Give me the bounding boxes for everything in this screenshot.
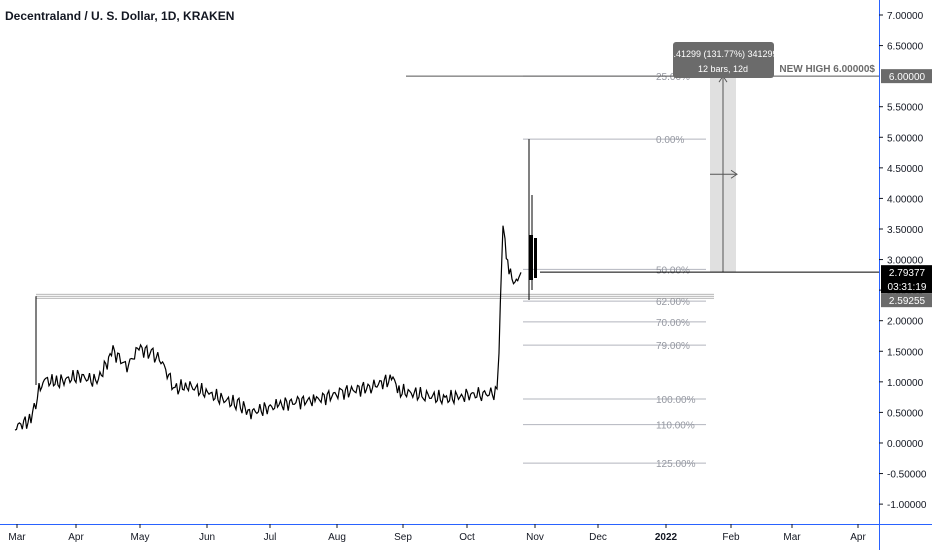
price-tick-label: 7.00000 <box>887 11 924 22</box>
support-price-badge <box>881 293 932 308</box>
price-tick-label: 6.50000 <box>887 42 924 53</box>
chart-title: Decentraland / U. S. Dollar, 1D, KRAKEN <box>5 9 235 23</box>
time-tick-label: May <box>131 532 150 543</box>
time-tick-label: Sep <box>394 532 412 543</box>
target-annotation: NEW HIGH 6.00000$ <box>779 64 875 75</box>
time-tick-label: Jul <box>264 532 277 543</box>
price-series[interactable] <box>14 225 522 431</box>
price-candle <box>529 235 533 280</box>
measure-tooltip-line1: 3.41299 (131.77%) 341299 <box>668 49 777 59</box>
time-tick-label: Oct <box>459 532 475 543</box>
fib-level-label: 110.00% <box>656 421 695 432</box>
time-tick-label: Apr <box>68 532 84 543</box>
fib-level-label: 70.00% <box>656 318 690 329</box>
fib-level-label: 25.00% <box>656 72 690 83</box>
time-tick-label: 2022 <box>655 532 678 543</box>
price-tick-label: -1.00000 <box>887 500 927 511</box>
support-price-badge-label: 2.59255 <box>889 296 926 307</box>
price-tick-label: 4.00000 <box>887 194 924 205</box>
time-tick-label: Mar <box>8 532 26 543</box>
fib-level-label: 100.00% <box>656 395 696 406</box>
measure-arrow-head <box>730 169 738 179</box>
target-price-badge <box>881 69 932 84</box>
fib-level-label: 79.00% <box>656 341 690 352</box>
time-tick-label: Jun <box>199 532 215 543</box>
time-tick-label: Mar <box>783 532 801 543</box>
fib-level-label: 0.00% <box>656 135 684 146</box>
time-tick-label: Dec <box>589 532 607 543</box>
current-price-badge-label: 2.79377 <box>889 268 926 279</box>
price-tick-label: 0.50000 <box>887 408 924 419</box>
current-price-badge <box>881 265 932 294</box>
current-price-badge-countdown: 03:31:19 <box>888 282 927 293</box>
target-price-badge-label: 6.00000 <box>889 72 926 83</box>
price-tick-label: 1.00000 <box>887 378 924 389</box>
price-tick-label: 2.00000 <box>887 317 924 328</box>
price-tick-label: 5.50000 <box>887 103 924 114</box>
price-tick-label: -0.50000 <box>887 470 927 481</box>
fib-level-label: 125.00% <box>656 459 696 470</box>
time-tick-label: Nov <box>526 532 544 543</box>
price-tick-label: 0.00000 <box>887 439 924 450</box>
price-tick-label: 1.50000 <box>887 347 924 358</box>
fib-level-label: 62.00% <box>656 297 690 308</box>
price-tick-label: 4.50000 <box>887 164 924 175</box>
fib-level-label: 50.00% <box>656 265 690 276</box>
price-tick-label: 3.00000 <box>887 256 924 267</box>
time-tick-label: Apr <box>850 532 866 543</box>
measure-tooltip <box>673 42 774 78</box>
price-candle <box>534 238 537 278</box>
measure-tooltip-line2: 12 bars, 12d <box>698 64 748 74</box>
price-tick-label: 3.50000 <box>887 225 924 236</box>
time-tick-label: Aug <box>328 532 346 543</box>
time-tick-label: Feb <box>722 532 740 543</box>
price-tick-label: 5.00000 <box>887 133 924 144</box>
